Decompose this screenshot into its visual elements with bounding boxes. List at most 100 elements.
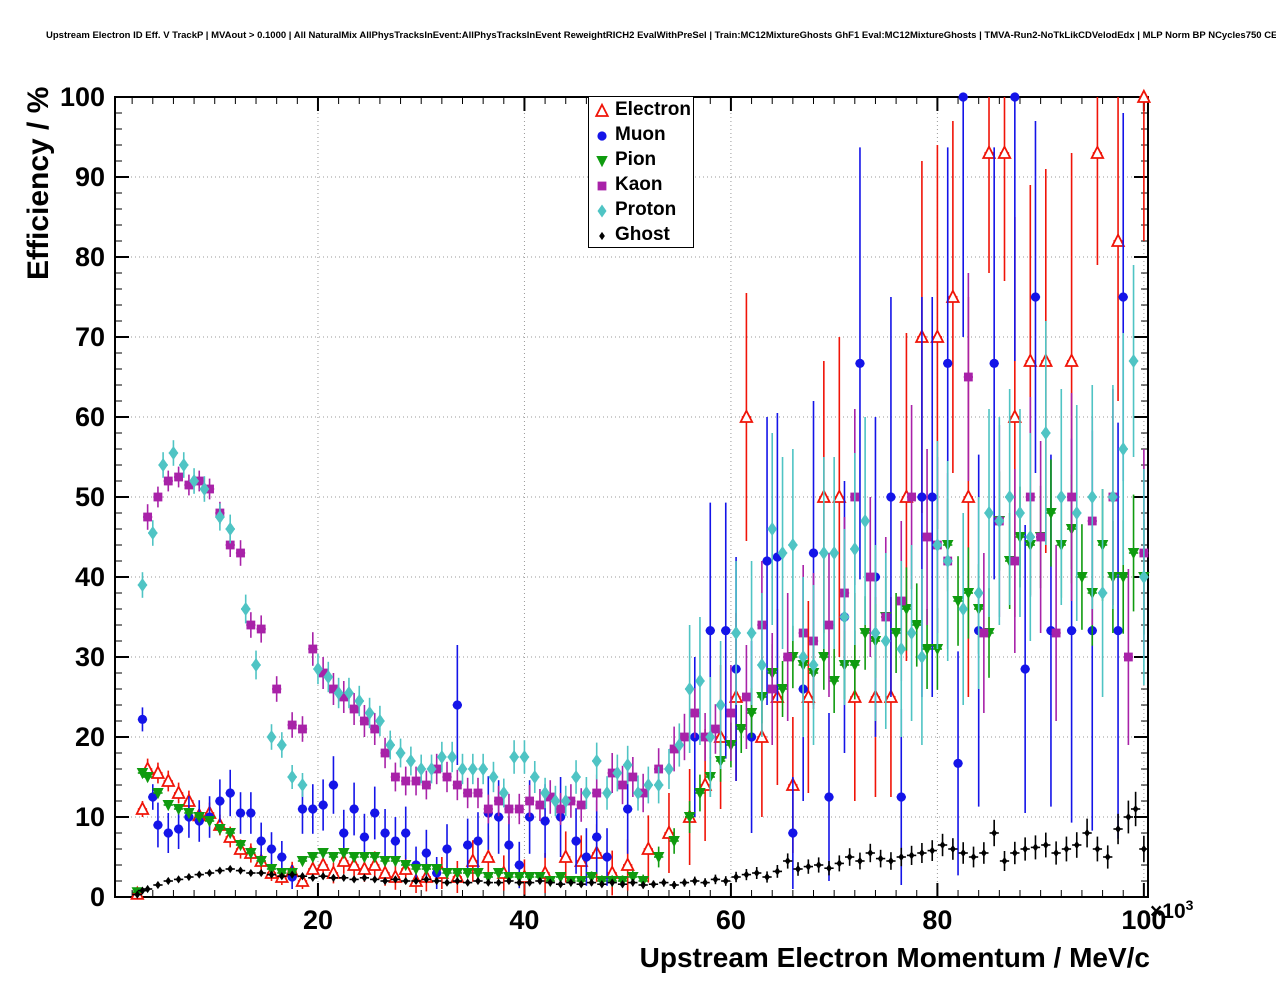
muon-marker [163, 828, 173, 838]
proton-marker [426, 761, 437, 777]
y-tick-label: 90 [75, 162, 105, 192]
kaon-marker [298, 724, 307, 734]
muon-marker [917, 492, 927, 502]
x-tick-label: 100 [1121, 905, 1166, 935]
kaon-marker [566, 796, 576, 806]
kaon-marker [272, 684, 282, 694]
kaon-marker [922, 532, 932, 542]
proton-marker [612, 765, 623, 781]
pion-marker [307, 852, 319, 864]
muon-marker [808, 548, 819, 558]
kaon-marker [618, 780, 627, 790]
proton-marker [297, 777, 308, 793]
legend-item-pion: Pion [591, 147, 691, 172]
proton-marker [602, 785, 612, 801]
pion-marker [554, 872, 567, 884]
kaon-marker [153, 492, 163, 502]
proton-marker [178, 457, 189, 473]
electron-legend-marker-icon [594, 102, 610, 117]
kaon-marker [535, 800, 545, 810]
muon-marker [1010, 92, 1020, 102]
proton-marker [364, 705, 375, 721]
ghost-marker [237, 866, 244, 875]
proton-marker [1087, 489, 1098, 505]
ghost-marker [702, 878, 708, 887]
y-tick-label: 60 [75, 402, 105, 432]
legend-item-proton: Proton [591, 197, 691, 222]
ghost-marker [598, 880, 605, 889]
proton-marker [870, 625, 881, 641]
electron-marker [315, 856, 331, 871]
kaon-marker [339, 692, 349, 702]
ghost-marker [980, 848, 987, 858]
proton-marker [994, 513, 1005, 529]
proton-marker [488, 769, 499, 785]
kaon-marker [669, 744, 679, 754]
muon-marker [256, 836, 266, 846]
ghost-marker [1140, 844, 1147, 854]
kaon-marker [411, 776, 421, 786]
kaon-legend-marker [597, 181, 607, 190]
proton-marker [529, 769, 540, 785]
ghost-marker [619, 880, 626, 889]
ghost-legend-marker-icon [599, 231, 605, 240]
kaon-marker [380, 748, 390, 758]
proton-marker [1128, 353, 1139, 369]
muon-legend-marker [597, 130, 607, 141]
muon-marker [297, 804, 308, 814]
kaon-marker [349, 704, 359, 714]
kaon-marker [370, 724, 380, 734]
electron-marker [1090, 144, 1105, 159]
kaon-marker [205, 484, 214, 494]
electron-marker [661, 824, 677, 839]
electron-marker [161, 772, 176, 787]
ghost-marker [836, 859, 843, 868]
proton-marker [478, 761, 489, 777]
kaon-marker [329, 684, 338, 694]
pion-marker [694, 788, 706, 800]
muon-marker [1030, 292, 1041, 302]
ghost-marker [165, 876, 172, 886]
ghost-marker [1084, 828, 1090, 838]
proton-marker [344, 685, 354, 701]
y-tick-label: 80 [75, 242, 105, 272]
pion-marker [141, 772, 154, 784]
pion-marker [735, 724, 747, 736]
ghost-marker [1042, 840, 1049, 850]
electron-marker [1136, 88, 1152, 103]
proton-marker [1025, 529, 1036, 545]
kaon-marker [256, 624, 266, 634]
proton-marker [808, 657, 819, 673]
proton-marker [818, 545, 829, 561]
proton-marker [354, 693, 365, 709]
pion-marker [849, 660, 861, 672]
muon-legend-marker-icon [597, 130, 607, 141]
pion-marker [921, 644, 933, 656]
muon-marker [137, 714, 148, 725]
proton-marker [849, 541, 860, 557]
proton-marker [313, 661, 323, 677]
electron-marker [336, 852, 351, 867]
muon-marker [148, 792, 158, 802]
ghost-legend-marker [599, 231, 605, 240]
kaon-marker [236, 548, 245, 558]
ghost-marker [402, 876, 409, 886]
muon-marker [927, 492, 937, 502]
ghost-marker [1001, 856, 1008, 866]
series-proton [137, 265, 1149, 817]
proton-marker [643, 777, 654, 793]
electron-marker [739, 408, 754, 423]
ghost-marker [857, 856, 863, 866]
pion-marker [492, 868, 505, 880]
proton-marker [199, 481, 210, 497]
pion-marker [327, 852, 340, 864]
pion-marker [910, 620, 923, 632]
kaon-marker [628, 772, 638, 782]
proton-marker [622, 757, 633, 773]
ghost-marker [877, 854, 884, 863]
muon-marker [349, 804, 359, 814]
proton-marker [746, 625, 757, 641]
electron-marker [697, 776, 713, 791]
y-tick-label: 0 [90, 882, 105, 912]
